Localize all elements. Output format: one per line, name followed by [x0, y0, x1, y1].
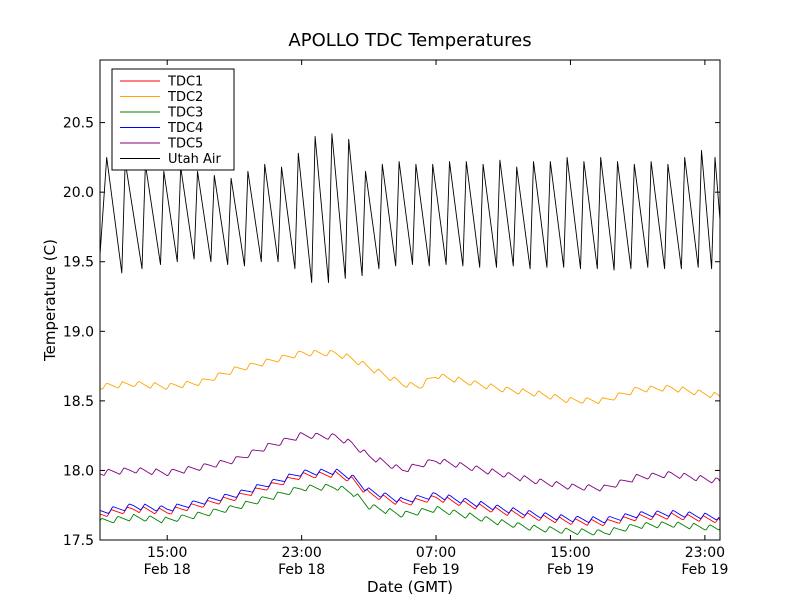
legend-box — [111, 68, 235, 171]
y-tick-label: 18.0 — [63, 463, 94, 479]
series-line-tdc5 — [100, 432, 720, 492]
legend-label: TDC5 — [167, 137, 203, 152]
series-line-utah-air — [100, 133, 720, 284]
series-line-tdc3 — [100, 483, 720, 536]
legend-label: TDC1 — [167, 75, 203, 90]
y-axis-label: Temperature (C) — [41, 239, 59, 362]
y-tick-label: 19.0 — [63, 324, 94, 340]
y-tick-label: 18.5 — [63, 394, 94, 410]
series-line-tdc1 — [100, 470, 720, 527]
y-axis: 17.5 18.0 18.5 19.0 19.5 20.0 20.5 — [63, 116, 720, 549]
series-line-tdc4 — [100, 468, 720, 524]
series-line-tdc2 — [100, 349, 720, 405]
y-tick-label: 20.5 — [63, 116, 94, 132]
x-tick-label-time: 23:00 — [281, 545, 321, 561]
y-tick-label: 19.5 — [63, 255, 94, 271]
legend-label: TDC2 — [167, 90, 203, 105]
x-tick-label-date: Feb 18 — [144, 562, 191, 578]
x-tick-label-time: 07:00 — [416, 545, 456, 561]
y-tick-label: 17.5 — [63, 533, 94, 549]
legend-label: Utah Air — [168, 152, 221, 167]
legend-label: TDC4 — [167, 121, 203, 136]
x-axis-label: Date (GMT) — [367, 578, 453, 596]
chart-title: APOLLO TDC Temperatures — [288, 30, 531, 51]
x-tick-label-date: Feb 19 — [681, 562, 728, 578]
legend-label: TDC3 — [167, 106, 203, 121]
y-tick-label: 20.0 — [63, 185, 94, 201]
x-tick-label-time: 15:00 — [147, 545, 187, 561]
x-tick-label-time: 15:00 — [550, 545, 590, 561]
x-tick-label-date: Feb 18 — [278, 562, 325, 578]
series-layer — [100, 133, 720, 536]
plot-frame — [99, 59, 721, 541]
x-tick-label-date: Feb 19 — [547, 562, 594, 578]
x-tick-label-date: Feb 19 — [413, 562, 460, 578]
x-tick-label-time: 23:00 — [685, 545, 725, 561]
